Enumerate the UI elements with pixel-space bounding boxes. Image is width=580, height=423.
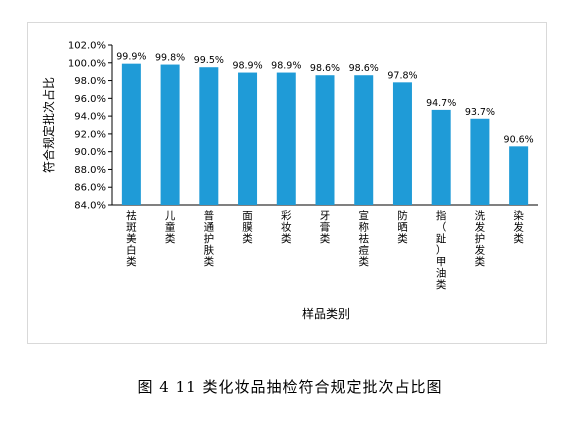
bar: [160, 64, 180, 205]
data-label: 94.7%: [426, 98, 456, 109]
bar: [121, 63, 141, 205]
bar: [509, 146, 529, 205]
category-label: 牙膏类: [320, 210, 331, 245]
data-label: 99.5%: [194, 55, 224, 66]
category-label: 普通护肤类: [204, 209, 215, 268]
y-tick-label: 96.0%: [74, 94, 106, 105]
category-label: 祛斑美白类: [126, 209, 137, 268]
y-axis-title: 符合规定批次占比: [41, 77, 56, 173]
y-tick-label: 102.0%: [68, 41, 106, 52]
bar: [354, 75, 374, 205]
bar: [276, 72, 296, 205]
y-tick-label: 86.0%: [74, 183, 106, 194]
category-label: 洗发护发类: [475, 210, 486, 268]
bar: [470, 118, 490, 205]
category-label: 彩妆类: [281, 210, 292, 245]
y-axis-ticks: 84.0% 86.0% 88.0% 90.0% 92.0% 94.0% 96.0% 98.0%…: [68, 41, 112, 212]
bar: [392, 82, 412, 205]
y-tick-label: 92.0%: [74, 129, 106, 140]
bar: [199, 67, 219, 205]
bar: [431, 109, 451, 205]
data-label: 99.9%: [116, 52, 146, 63]
y-tick-label: 94.0%: [74, 112, 106, 123]
data-label: 98.6%: [349, 63, 379, 74]
data-label: 98.9%: [232, 61, 262, 72]
data-label: 93.7%: [465, 107, 495, 118]
bar: [315, 75, 335, 205]
category-label: 宣称祛痘类: [358, 209, 369, 268]
y-tick-label: 88.0%: [74, 165, 106, 176]
x-axis-title: 样品类别: [302, 306, 350, 321]
bar: [238, 72, 258, 205]
y-tick-label: 84.0%: [74, 201, 106, 212]
category-labels-group: 祛斑美白类 儿童类 普通护肤类 面膜类 彩妆类 牙膏类 宣称祛痘类 防晒类 指（趾）甲油类 洗发护…: [126, 209, 524, 291]
category-label: 染发类: [513, 209, 524, 245]
category-label: 面膜类: [242, 210, 253, 245]
data-label: 97.8%: [387, 70, 417, 81]
bars-group: [121, 63, 529, 205]
data-label: 90.6%: [504, 134, 534, 145]
y-tick-label: 98.0%: [74, 76, 106, 87]
category-label: 儿童类: [165, 210, 176, 245]
data-label: 99.8%: [155, 53, 185, 64]
category-label: 指（趾）甲油类: [436, 209, 447, 291]
data-label: 98.6%: [310, 63, 340, 74]
category-label: 防晒类: [397, 209, 408, 245]
data-label: 98.9%: [271, 61, 301, 72]
figure-caption: 图 4 11 类化妆品抽检符合规定批次占比图: [137, 378, 443, 396]
bar-chart: 84.0% 86.0% 88.0% 90.0% 92.0% 94.0% 96.0% 98.0%…: [41, 41, 538, 321]
chart-frame: 84.0% 86.0% 88.0% 90.0% 92.0% 94.0% 96.0% 98.0%…: [27, 22, 547, 344]
data-labels-group: 99.9% 99.8% 99.5% 98.9% 98.9% 98.6% 98.6% 97.8%…: [116, 52, 533, 146]
y-tick-label: 100.0%: [68, 58, 106, 69]
y-tick-label: 90.0%: [74, 147, 106, 158]
